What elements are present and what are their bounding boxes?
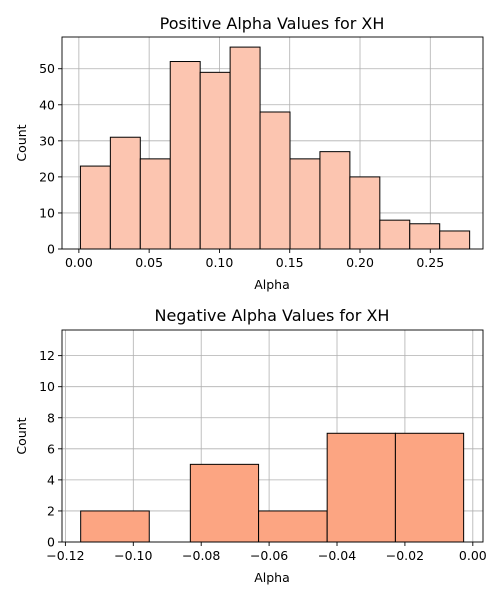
histogram-bar — [139, 158, 171, 250]
y-tick-label: 4 — [47, 472, 55, 487]
histogram-bar — [258, 510, 328, 543]
histogram-bar — [229, 46, 261, 250]
plot-frame — [61, 36, 484, 250]
y-tick-label: 2 — [47, 503, 55, 518]
x-ticks: −0.12 −0.10 −0.08 −0.06 −0.04 −0.02 0.00 — [46, 542, 487, 563]
histogram-bar — [349, 176, 381, 250]
x-tick-label: −0.02 — [386, 548, 424, 563]
x-tick-label: −0.04 — [318, 548, 356, 563]
y-tick-label: 0 — [47, 535, 55, 550]
histogram-bar — [79, 165, 111, 250]
plot-frame — [61, 329, 484, 543]
x-tick-label: −0.10 — [114, 548, 152, 563]
histogram-bar — [379, 219, 411, 250]
histogram-bar — [289, 158, 321, 250]
y-tick-label: 8 — [47, 410, 55, 425]
histogram-bar — [394, 432, 465, 543]
histogram-bar — [439, 230, 471, 250]
y-axis-label: Count — [14, 124, 29, 161]
chart-title: Negative Alpha Values for XH — [155, 306, 390, 325]
y-tick-label: 50 — [39, 61, 55, 76]
x-axis-label: Alpha — [254, 277, 290, 292]
histogram-bar — [109, 136, 141, 250]
y-tick-label: 20 — [39, 169, 55, 184]
x-tick-label: 0.20 — [346, 255, 374, 270]
bars — [80, 432, 465, 543]
histogram-bar — [409, 223, 441, 250]
x-tick-label: −0.08 — [182, 548, 220, 563]
y-tick-label: 10 — [39, 379, 55, 394]
histogram-bar — [80, 510, 150, 543]
histogram-bar — [189, 463, 260, 543]
y-tick-label: 12 — [39, 348, 55, 363]
histogram-bar — [319, 151, 351, 250]
x-tick-label: 0.00 — [65, 255, 93, 270]
y-tick-label: 30 — [39, 133, 55, 148]
y-tick-label: 0 — [47, 242, 55, 257]
x-tick-label: 0.10 — [206, 255, 234, 270]
bars — [79, 46, 471, 250]
chart-title: Positive Alpha Values for XH — [160, 14, 385, 33]
x-tick-label: −0.12 — [46, 548, 84, 563]
positive-alpha-histogram: Positive Alpha Values for XH 0.00 0.05 0.1… — [14, 14, 484, 292]
histogram-bar — [169, 61, 201, 250]
x-tick-label: −0.06 — [250, 548, 288, 563]
y-ticks: 0 10 20 30 40 50 — [39, 61, 62, 257]
histogram-bar — [199, 71, 231, 250]
histogram-bar — [326, 432, 396, 543]
x-tick-label: 0.00 — [459, 548, 487, 563]
x-tick-label: 0.15 — [276, 255, 304, 270]
histogram-bar — [259, 111, 291, 250]
y-tick-label: 10 — [39, 205, 55, 220]
x-tick-label: 0.25 — [416, 255, 444, 270]
x-tick-label: 0.05 — [135, 255, 163, 270]
y-ticks: 0 2 4 6 8 10 12 — [39, 348, 62, 550]
y-axis-label: Count — [14, 417, 29, 454]
negative-alpha-histogram: Negative Alpha Values for XH −0.12 −0.10−… — [14, 306, 487, 585]
y-tick-label: 40 — [39, 97, 55, 112]
x-axis-label: Alpha — [254, 570, 290, 585]
y-tick-label: 6 — [47, 441, 55, 456]
x-ticks: 0.00 0.05 0.10 0.15 0.20 0.25 — [65, 249, 444, 270]
